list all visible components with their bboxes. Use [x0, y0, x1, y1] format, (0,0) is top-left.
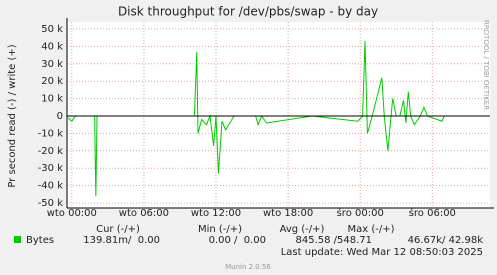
y-tick-label: 40 k: [41, 41, 63, 52]
footer: Munin 2.0.56: [225, 263, 271, 271]
y-tick-label: -10 k: [38, 128, 64, 139]
side-label: RRDTOOL / TOBI OETIKER: [482, 20, 490, 110]
y-tick-label: -50 k: [38, 198, 64, 209]
x-tick-label: wto 06:00: [119, 208, 169, 219]
y-tick-label: 10 k: [41, 94, 63, 105]
x-tick-label: wto 18:00: [263, 208, 313, 219]
legend-stat: 845.58 /548.71: [295, 235, 372, 246]
legend-header: Min (-/+): [198, 224, 242, 235]
y-axis-label: Pr second read (-) / write (+): [7, 44, 18, 187]
y-tick-label: -30 k: [38, 163, 64, 174]
legend-entry: Bytes: [26, 235, 54, 246]
x-tick-label: wto 00:00: [47, 208, 97, 219]
y-tick-label: 20 k: [41, 76, 63, 87]
x-tick-label: śro 06:00: [409, 207, 456, 219]
legend-header: Cur (-/+): [96, 224, 140, 235]
legend-header: Avg (-/+): [280, 224, 325, 235]
x-tick-label: śro 00:00: [337, 207, 384, 219]
legend-stat: 46.67k/ 42.98k: [408, 235, 484, 246]
last-update: Last update: Wed Mar 12 08:50:03 2025: [281, 247, 483, 258]
chart-title: Disk throughput for /dev/pbs/swap - by d…: [118, 5, 378, 19]
legend-swatch: [14, 236, 21, 243]
legend-stat: 139.81m/ 0.00: [83, 235, 160, 246]
legend-stat: 0.00 / 0.00: [209, 235, 266, 246]
y-tick-label: -20 k: [38, 146, 64, 157]
y-tick-label: 50 k: [41, 24, 63, 35]
y-tick-label: -40 k: [38, 181, 64, 192]
y-tick-label: 30 k: [41, 59, 63, 70]
x-tick-label: wto 12:00: [191, 208, 241, 219]
legend-header: Max (-/+): [347, 224, 394, 235]
plot-area: [67, 22, 490, 208]
y-tick-label: 0: [57, 111, 63, 122]
